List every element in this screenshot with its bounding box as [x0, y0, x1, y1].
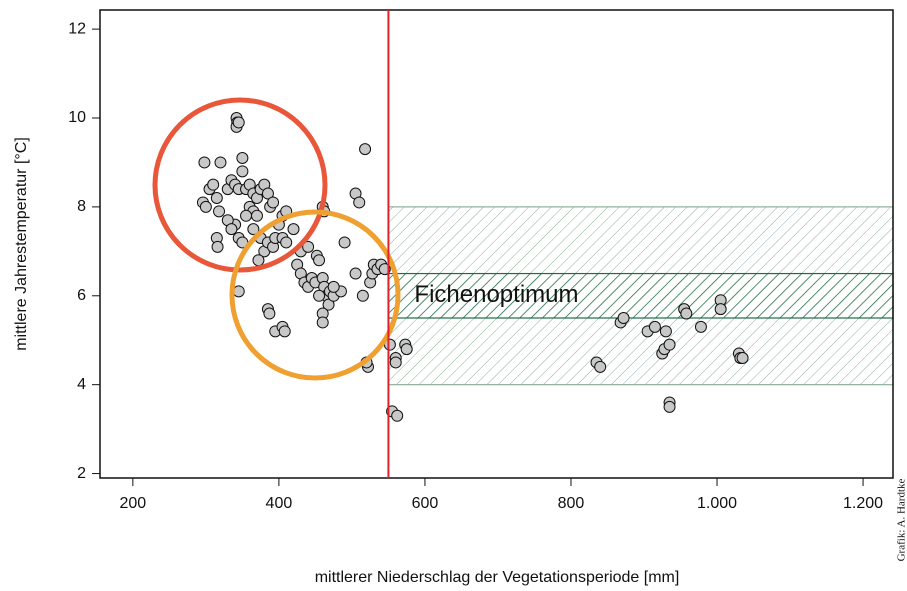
- data-point: [267, 196, 280, 209]
- data-point: [198, 156, 211, 169]
- x-tick-label: 600: [412, 495, 439, 512]
- data-point: [261, 187, 274, 200]
- plot-frame: [99, 9, 894, 479]
- data-point: [302, 240, 315, 253]
- data-point: [199, 200, 212, 213]
- data-point: [322, 298, 335, 311]
- data-point: [280, 236, 293, 249]
- data-point: [400, 343, 413, 356]
- data-point: [211, 240, 224, 253]
- data-point: [659, 325, 672, 338]
- data-point: [240, 209, 253, 222]
- data-point: [736, 352, 749, 364]
- points: [196, 112, 749, 422]
- x-tick-label: 400: [266, 495, 293, 512]
- y-axis-title: mittlere Jahrestemperatur [°C]: [13, 137, 30, 351]
- x-tick-label: 1.200: [843, 495, 883, 512]
- data-point: [356, 289, 369, 302]
- data-point: [594, 360, 607, 373]
- data-point: [663, 338, 676, 351]
- x-axis-title: mittlerer Niederschlag der Vegetationspe…: [315, 569, 680, 586]
- x-tick-label: 800: [558, 495, 585, 512]
- data-point: [247, 223, 260, 236]
- data-point: [210, 192, 223, 204]
- y-tick-label: 12: [68, 20, 86, 37]
- credit: Grafik: A. Hardtke: [896, 478, 907, 561]
- data-point: [263, 307, 276, 320]
- data-point: [225, 223, 238, 236]
- data-point: [338, 236, 351, 249]
- data-point: [213, 205, 226, 218]
- data-point: [349, 267, 362, 280]
- y-tick-label: 2: [77, 465, 86, 482]
- y-tick-label: 8: [77, 198, 86, 215]
- highlight-circle: [152, 97, 328, 273]
- x-tick-label: 1.000: [697, 495, 737, 512]
- data-point: [278, 325, 291, 338]
- y-tick-label: 4: [77, 376, 86, 393]
- data-point: [313, 254, 326, 267]
- bands: Fichenoptimum: [387, 206, 894, 386]
- highlight-circle: [229, 209, 401, 381]
- data-point: [287, 223, 300, 236]
- data-point: [391, 409, 404, 422]
- data-point: [214, 156, 227, 169]
- data-point: [252, 254, 265, 267]
- data-point: [236, 152, 249, 164]
- band: [387, 272, 894, 319]
- data-point: [714, 303, 727, 316]
- data-point: [663, 400, 676, 413]
- data-point: [648, 320, 661, 333]
- data-point: [617, 312, 630, 324]
- data-point: [250, 209, 263, 222]
- data-point: [236, 165, 249, 178]
- annotation: Fichenoptimum: [414, 281, 578, 308]
- data-point: [232, 285, 245, 298]
- data-point: [359, 143, 372, 156]
- data-point: [680, 307, 693, 320]
- data-point: [313, 289, 326, 302]
- data-point: [694, 320, 707, 333]
- data-point: [207, 178, 220, 191]
- data-point: [353, 196, 366, 209]
- data-point: [232, 116, 245, 129]
- y-tick-label: 6: [77, 287, 86, 304]
- data-point: [389, 356, 402, 369]
- x-tick-label: 200: [120, 495, 147, 512]
- data-point: [316, 316, 329, 329]
- y-tick-label: 10: [68, 109, 86, 126]
- data-point: [327, 280, 340, 293]
